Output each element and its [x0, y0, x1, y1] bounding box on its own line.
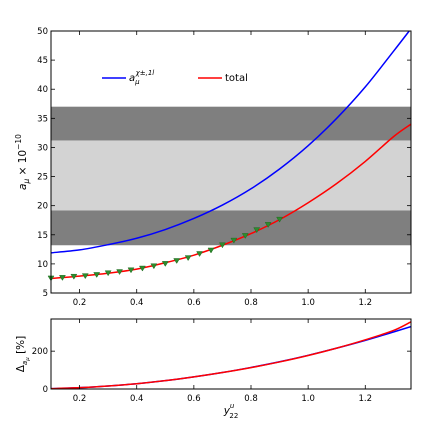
bottom-y-tick-label: 200 [32, 347, 48, 357]
top-x-tick-label: 0.6 [187, 298, 201, 308]
bottom-x-tick-label: 0.2 [73, 394, 87, 404]
marker-point [138, 265, 146, 272]
marker-point [104, 270, 112, 277]
top-panel: 0.2 0.4 0.6 0.8 1.0 1.2 5 10 15 20 25 30 35 40 45 50 aμ… [14, 27, 412, 308]
top-plot-frame [50, 30, 412, 294]
marker-point [93, 272, 101, 278]
top-x-tick-label: 1.0 [301, 298, 315, 308]
marker-point [173, 258, 181, 264]
marker-point [253, 227, 261, 234]
marker-point [264, 222, 272, 228]
marker-point [127, 267, 135, 274]
top-y-tick-label: 15 [37, 231, 48, 241]
bottom-panel: 0.2 0.4 0.6 0.8 1.0 1.2 0 200 Δaμ [%] yu 22 [15, 318, 412, 420]
marker-point [230, 237, 238, 244]
marker-point [207, 247, 215, 254]
top-y-tick-label: 25 [37, 173, 48, 183]
bottom-x-tick-label: 1.0 [301, 394, 315, 404]
top-x-tick-label: 0.4 [130, 298, 144, 308]
top-y-tick-label: 10 [37, 260, 48, 270]
marker-point [116, 269, 124, 276]
chargino-contribution-line [51, 31, 411, 254]
bottom-x-tick-label: 0.6 [187, 394, 201, 404]
bottom-y-axis-label: Δaμ [%] [15, 336, 31, 373]
marker-point [81, 273, 89, 280]
top-y-tick-label: 5 [43, 289, 48, 299]
top-y-tick-label: 50 [37, 27, 48, 37]
legend-label-chargino: aμχ±,1l [129, 69, 154, 86]
x-axis-label: yu 22 [223, 402, 239, 420]
marker-point [184, 255, 192, 262]
top-y-axis-label: aμ × 10−10 [14, 134, 31, 190]
marker-point [58, 275, 66, 281]
top-x-tick-label: 1.2 [359, 298, 373, 308]
top-x-tick-label: 0.2 [73, 298, 87, 308]
bottom-x-tick-label: 0.4 [130, 394, 144, 404]
marker-point [241, 233, 249, 239]
marker-point [196, 251, 204, 257]
legend: aμχ±,1l total [102, 69, 248, 86]
top-y-tick-label: 30 [37, 143, 48, 153]
marker-point [70, 273, 78, 280]
marker-point [161, 261, 169, 267]
bottom-x-tick-label: 1.2 [359, 394, 373, 404]
band-0 [51, 210, 411, 246]
marker-point [218, 242, 226, 249]
top-y-tick-label: 45 [37, 56, 48, 66]
bottom-y-tick-label: 0 [43, 385, 48, 395]
bottom-plot-frame [50, 318, 412, 390]
top-y-tick-label: 35 [37, 114, 48, 124]
svg-text:Δaμ [%]: Δaμ [%] [15, 336, 31, 373]
band-2 [51, 106, 411, 141]
band-1 [51, 140, 411, 211]
marker-point [276, 216, 284, 223]
total-line [51, 123, 411, 280]
delta-chargino-line [51, 325, 411, 389]
legend-label-total: total [225, 73, 248, 84]
marker-point [150, 263, 158, 270]
top-y-tick-label: 20 [37, 202, 48, 212]
top-x-tick-label: 0.8 [244, 298, 258, 308]
delta-total-line [51, 321, 411, 389]
bottom-x-tick-label: 0.8 [244, 394, 258, 404]
top-y-tick-label: 40 [37, 85, 48, 95]
svg-text:aμ × 10−10: aμ × 10−10 [14, 134, 31, 190]
